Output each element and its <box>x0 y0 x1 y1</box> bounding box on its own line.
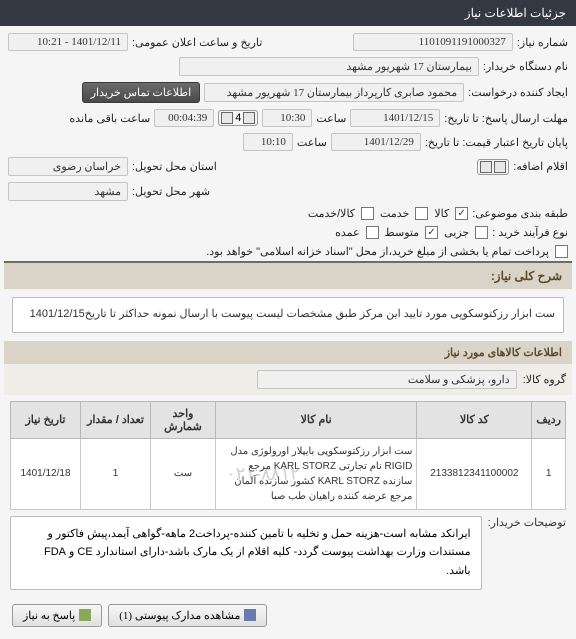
cell-idx: 1 <box>532 438 566 509</box>
minor-label: جزیی <box>444 226 469 239</box>
desc-section-title: شرح کلی نیاز: <box>4 261 572 289</box>
validity-time: 10:10 <box>243 133 293 151</box>
view-attachments-button[interactable]: مشاهده مدارک پیوستی (1) <box>108 604 267 627</box>
checkbox-service[interactable] <box>415 207 428 220</box>
notes-label: توضیحات خریدار: <box>488 516 566 529</box>
table-row[interactable]: 1 2133812341100002 ست ابزار رزکتوسکوپی ب… <box>11 438 566 509</box>
province-value: خراسان رضوی <box>8 157 128 176</box>
cell-unit: ست <box>151 438 216 509</box>
col-code: کد کالا <box>417 401 532 438</box>
contact-buyer-button[interactable]: اطلاعات تماس خریدار <box>82 82 200 103</box>
buyer-label: نام دستگاه خریدار: <box>483 60 568 73</box>
buyer-value: بیمارستان 17 شهریور مشهد <box>179 57 479 76</box>
checkbox-goods-service[interactable] <box>361 207 374 220</box>
cell-name: ست ابزار رزکتوسکوپی بایپلار اورولوژی مدل… <box>216 438 417 509</box>
checkbox-goods[interactable] <box>455 207 468 220</box>
reply-deadline-label: مهلت ارسال پاسخ: تا تاریخ: <box>444 112 568 125</box>
items-table: ردیف کد کالا نام کالا واحد شمارش تعداد /… <box>10 401 566 510</box>
checkbox-minor[interactable] <box>475 226 488 239</box>
requester-value: محمود صابری کارپرداز بیمارستان 17 شهریور… <box>204 83 464 102</box>
remain-label: ساعت باقی مانده <box>70 112 151 125</box>
city-label: شهر محل تحویل: <box>132 185 210 198</box>
reply-time: 10:30 <box>262 109 312 127</box>
validity-time-label: ساعت <box>297 136 327 149</box>
reply-time-label: ساعت <box>316 112 346 125</box>
reply-date: 1401/12/15 <box>350 109 440 127</box>
extras-label: اقلام اضافه: <box>513 160 568 173</box>
cell-qty: 1 <box>81 438 151 509</box>
need-no-value: 1101091191000327 <box>353 33 513 51</box>
notes-text: ایرانکد مشابه است-هزینه حمل و تخلیه با ت… <box>10 516 482 590</box>
col-qty: تعداد / مقدار <box>81 401 151 438</box>
group-value: دارو، پزشکی و سلامت <box>257 370 517 389</box>
group-label: گروه کالا: <box>523 373 566 386</box>
cell-date: 1401/12/18 <box>11 438 81 509</box>
checkbox-mid[interactable] <box>425 226 438 239</box>
extras-indicator-2 <box>477 159 509 175</box>
need-no-label: شماره نیاز: <box>517 36 568 49</box>
window-title: جزئیات اطلاعات نیاز <box>0 0 576 26</box>
announce-value: 1401/12/11 - 10:21 <box>8 33 128 51</box>
mid-label: متوسط <box>385 226 420 239</box>
col-unit: واحد شمارش <box>151 401 216 438</box>
reply-icon <box>79 609 91 621</box>
buy-type-label: نوع فرآیند خرید : <box>492 226 568 239</box>
col-idx: ردیف <box>532 401 566 438</box>
col-date: تاریخ نیاز <box>11 401 81 438</box>
desc-text: ست ابزار رزکتوسکوپی مورد تایید این مرکز … <box>12 297 564 333</box>
checkbox-major[interactable] <box>366 226 379 239</box>
cell-code: 2133812341100002 <box>417 438 532 509</box>
budget-label: طبقه بندی موضوعی: <box>472 207 568 220</box>
major-label: عمده <box>335 226 359 239</box>
validity-date: 1401/12/29 <box>331 133 421 151</box>
items-section-title: اطلاعات کالاهای مورد نیاز <box>4 341 572 364</box>
goods-service-label: کالا/خدمت <box>308 207 355 220</box>
province-label: استان محل تحویل: <box>132 160 217 173</box>
announce-label: تاریخ و ساعت اعلان عمومی: <box>132 36 262 49</box>
service-label: خدمت <box>380 207 409 220</box>
requester-label: ایجاد کننده درخواست: <box>468 86 568 99</box>
validity-label: پایان تاریخ اعتبار قیمت: تا تاریخ: <box>425 136 568 149</box>
goods-label: کالا <box>434 207 449 220</box>
city-value: مشهد <box>8 182 128 201</box>
col-name: نام کالا <box>216 401 417 438</box>
back-to-need-button[interactable]: پاسخ به نیاز <box>12 604 102 627</box>
remain-value: 00:04:39 <box>154 109 214 127</box>
partial-pay-text: پرداخت تمام یا بخشی از مبلغ خرید،از محل … <box>206 245 549 258</box>
document-icon <box>244 609 256 621</box>
extras-indicator-1: 4 <box>218 110 258 126</box>
checkbox-partial-pay[interactable] <box>555 245 568 258</box>
